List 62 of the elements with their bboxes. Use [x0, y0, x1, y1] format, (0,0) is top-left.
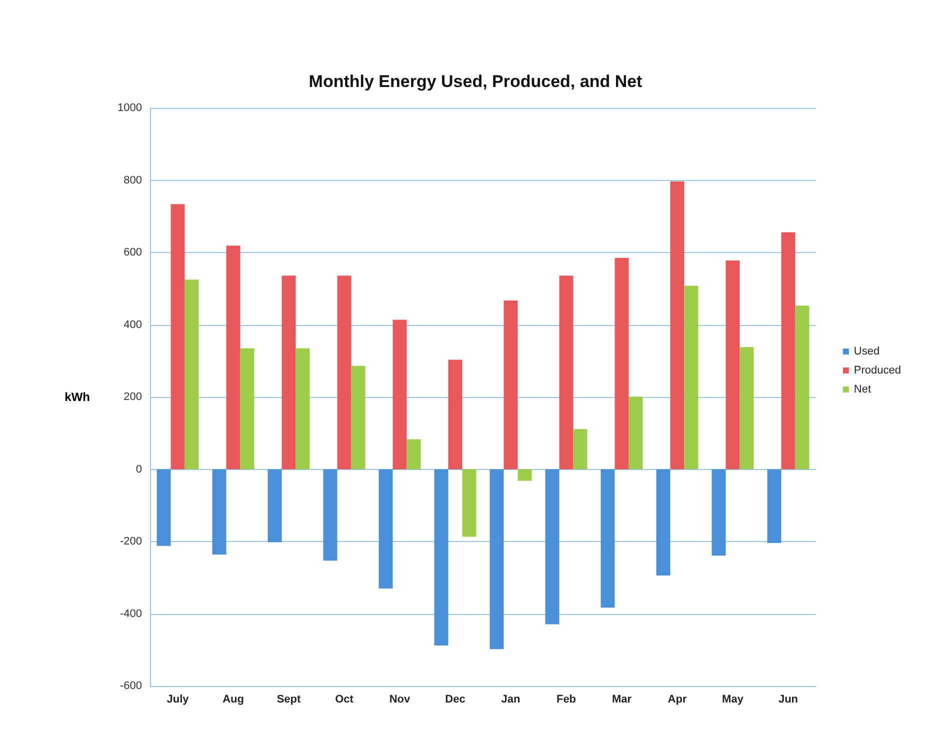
bar: [351, 366, 366, 470]
y-tick-label: -400: [120, 608, 142, 620]
x-tick-label: Jun: [778, 694, 798, 706]
bar: [184, 280, 199, 470]
x-tick-label: July: [166, 694, 190, 706]
bar: [392, 320, 407, 470]
legend-label: Produced: [854, 364, 902, 376]
x-tick-label: May: [722, 694, 744, 706]
y-tick-label: 400: [124, 318, 142, 331]
bar: [156, 469, 171, 546]
chart-title: Monthly Energy Used, Produced, and Net: [308, 72, 643, 91]
bar: [170, 204, 185, 470]
bar: [726, 260, 740, 470]
bar: [656, 469, 670, 576]
y-tick-label: 0: [136, 463, 142, 476]
bar: [268, 469, 282, 542]
bar: [434, 469, 448, 646]
y-tick-label: -200: [120, 536, 142, 548]
y-tick-label: 800: [124, 174, 142, 186]
bar: [684, 286, 698, 470]
y-tick-label: 200: [124, 391, 142, 403]
x-tick-label: Apr: [668, 694, 688, 706]
bar: [226, 246, 240, 470]
bar: [240, 348, 254, 470]
bar: [600, 469, 615, 608]
x-tick-label: Aug: [222, 694, 244, 706]
legend-label: Used: [854, 346, 880, 358]
bar: [767, 469, 782, 543]
bar: [740, 347, 754, 470]
x-tick-label: Nov: [389, 694, 412, 706]
bar: [462, 469, 476, 537]
bar: [448, 360, 462, 470]
bar: [504, 300, 518, 470]
bar: [296, 348, 310, 470]
bar: [212, 469, 226, 555]
bar: [323, 469, 338, 561]
bar: [795, 306, 810, 470]
bar: [614, 258, 629, 470]
bar: [712, 469, 726, 556]
x-tick-label: Sept: [276, 694, 301, 706]
bar: [781, 232, 796, 470]
bar: [378, 469, 393, 588]
bar: [670, 181, 684, 470]
y-tick-label: 600: [124, 246, 142, 258]
x-tick-label: Jan: [501, 694, 520, 706]
y-tick-label: -600: [120, 680, 142, 692]
x-tick-label: Mar: [612, 694, 632, 706]
x-tick-label: Oct: [335, 694, 354, 706]
bar: [282, 276, 296, 470]
bar: [628, 396, 643, 470]
bar: [490, 469, 504, 650]
x-tick-label: Dec: [445, 694, 466, 706]
legend-label: Net: [854, 384, 872, 396]
bar: [545, 469, 560, 624]
x-tick-label: Feb: [556, 694, 576, 706]
bar: [337, 276, 352, 470]
bar: [559, 276, 574, 470]
y-axis-title: kWh: [64, 390, 90, 404]
bar: [573, 429, 588, 470]
bar: [518, 469, 532, 481]
bar: [406, 439, 421, 470]
y-tick-label: 1000: [118, 102, 142, 114]
